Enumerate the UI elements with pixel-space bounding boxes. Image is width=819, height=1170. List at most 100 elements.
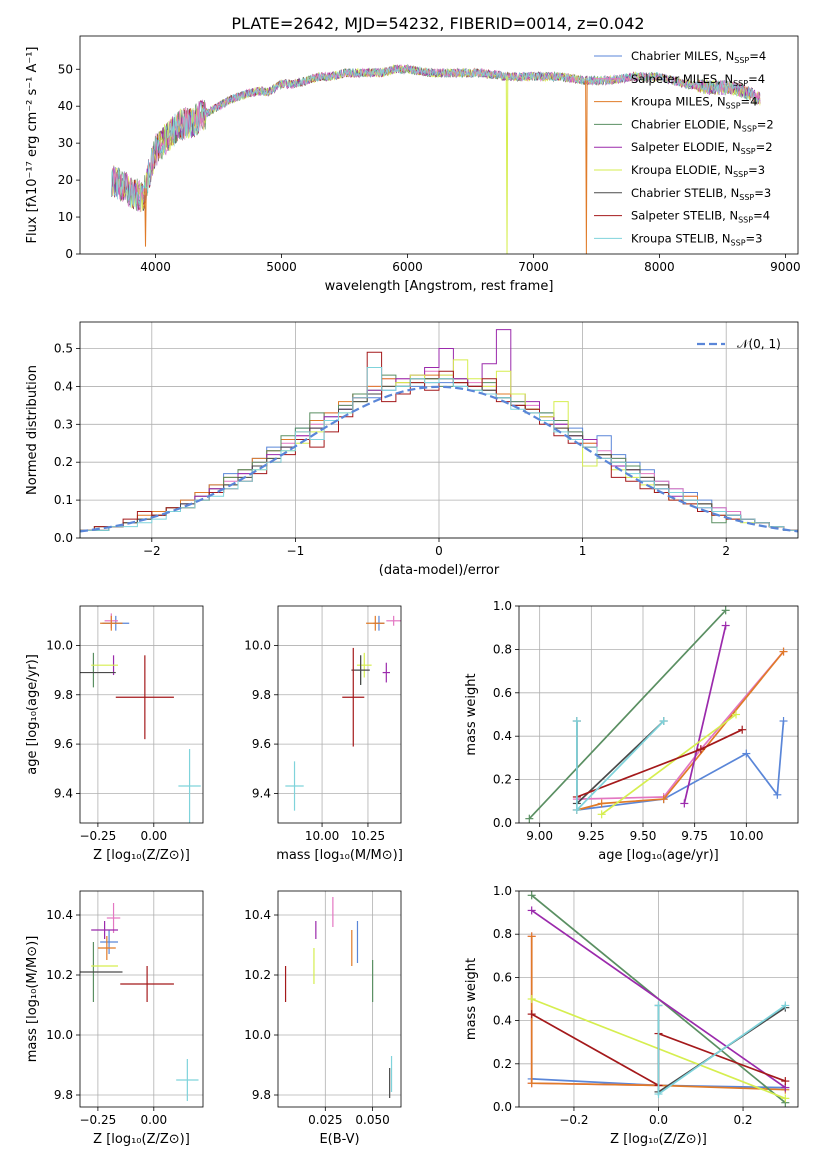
legend: 𝒩(0, 1)	[697, 337, 781, 351]
y-axis-label: Normed distribution	[25, 365, 40, 495]
y-tick-label: 9.6	[252, 737, 271, 751]
plus-marker	[659, 795, 668, 804]
plot-area	[111, 63, 761, 254]
mass-weight-line	[657, 1004, 786, 1096]
plus-marker	[597, 810, 606, 819]
y-tick-label: 0.2	[493, 773, 512, 787]
y-tick-label: 0.0	[493, 1100, 512, 1114]
x-tick-label: 8000	[644, 260, 675, 274]
plus-marker	[779, 717, 788, 726]
y-tick-label: 0	[65, 247, 73, 261]
y-tick-label: 10	[58, 210, 73, 224]
y-tick-label: 10.0	[46, 1028, 73, 1042]
plus-marker	[527, 995, 536, 1003]
axes-frame	[79, 605, 204, 824]
y-tick-label: 9.6	[54, 737, 73, 751]
x-tick-label: 7000	[518, 260, 549, 274]
plus-marker	[779, 647, 788, 656]
axes: −0.2 0.0 0.2 0.0 0.2 0.4 0.6 0.8 1.0 Z [log₁₀(Z/Z…	[464, 884, 799, 1147]
chart-layer: 4000 5000 6000 7000 8000 900001020304050wavel…	[25, 35, 801, 1147]
mass-weight-line	[576, 651, 785, 811]
y-tick-label: 20	[58, 173, 73, 187]
panel-mass-weight-vs-age: 9.00 9.25 9.50 9.75 10.00 0.0 0.2 0.4 0.6 0.8 1.0 a…	[464, 599, 799, 863]
plus-marker	[654, 1001, 663, 1010]
y-tick-label: 0.6	[493, 686, 512, 700]
x-axis-label: wavelength [Angstrom, rest frame]	[325, 279, 554, 294]
plot-area	[525, 606, 788, 823]
mass-weight-line	[576, 651, 785, 800]
legend-label: Chabrier STELIB, NSSP=3	[631, 186, 771, 202]
x-tick-label: 9000	[770, 260, 801, 274]
x-axis-label: age [log₁₀(age/yr)]	[598, 848, 719, 863]
mass-weight-line	[576, 728, 743, 798]
x-tick-label: −0.2	[559, 1113, 588, 1127]
x-tick-label: 1	[579, 544, 587, 558]
y-tick-label: 0.1	[54, 493, 73, 507]
y-tick-label: 0.2	[493, 1057, 512, 1071]
y-tick-label: 10.2	[46, 968, 73, 982]
error-bar-point	[91, 921, 119, 939]
plus-marker	[696, 745, 705, 754]
plus-marker	[732, 710, 740, 719]
x-tick-label: 5000	[266, 260, 297, 274]
y-tick-label: 0.4	[493, 729, 512, 743]
y-tick-label: 10.2	[244, 968, 271, 982]
x-tick-label: 10.00	[729, 829, 763, 843]
axes-frame	[79, 35, 799, 255]
plus-marker	[572, 805, 581, 814]
x-tick-label: 9.25	[578, 829, 605, 843]
y-tick-label: 9.8	[252, 688, 271, 702]
plot-area	[80, 903, 199, 1101]
legend-label: Chabrier ELODIE, NSSP=2	[631, 117, 774, 133]
axes: 10.00 10.25 9.4 9.6 9.8 10.0 mass [log₁₀(M/M⊙)…	[244, 605, 403, 863]
x-tick-label: −1	[287, 544, 305, 558]
axes: −0.25 0.00 9.8 10.0 10.2 10.4 Z [log₁₀(Z/Z⊙)] m…	[25, 890, 204, 1147]
axes: 0.025 0.050 9.8 10.0 10.2 10.4 E(B-V)	[244, 890, 402, 1147]
error-bar-point	[285, 761, 304, 811]
legend-label: Salpeter STELIB, NSSP=4	[631, 209, 770, 225]
plus-marker	[527, 906, 536, 915]
y-tick-label: 9.4	[54, 786, 73, 800]
y-tick-label: 0.8	[493, 927, 512, 941]
histogram-step	[80, 367, 798, 538]
plus-marker	[781, 1077, 790, 1086]
plus-marker	[527, 1079, 536, 1088]
legend-label: Kroupa STELIB, NSSP=3	[631, 231, 762, 247]
plus-marker	[773, 790, 782, 799]
error-bar-point	[382, 662, 390, 683]
error-bar-point	[176, 1059, 199, 1101]
error-bar-point	[356, 652, 372, 678]
y-tick-label: 9.8	[54, 1088, 73, 1102]
panel-mass-weight-vs-metallicity: −0.2 0.0 0.2 0.0 0.2 0.4 0.6 0.8 1.0 Z [log₁₀(Z/Z…	[464, 884, 799, 1147]
x-axis-label: (data-model)/error	[379, 563, 500, 578]
axes: 9.00 9.25 9.50 9.75 10.00 0.0 0.2 0.4 0.6 0.8 1.0 a…	[464, 599, 799, 863]
plus-marker	[527, 891, 536, 900]
gaussian-curve	[80, 385, 798, 533]
x-tick-label: 0.0	[649, 1113, 668, 1127]
x-axis-label: Z [log₁₀(Z/Z⊙)]	[93, 848, 190, 863]
plot-area	[80, 329, 798, 538]
plus-marker	[527, 1010, 536, 1019]
error-bar-point	[120, 966, 174, 1002]
y-tick-label: 0.0	[54, 531, 73, 545]
y-tick-label: 1.0	[493, 599, 512, 613]
y-tick-label: 10.4	[244, 908, 271, 922]
y-tick-label: 0.4	[493, 1014, 512, 1028]
plus-marker	[525, 814, 534, 823]
x-tick-label: −2	[143, 544, 161, 558]
y-tick-label: 0.5	[54, 342, 73, 356]
spectrum-line	[111, 63, 761, 208]
mass-weight-line	[683, 625, 727, 804]
spectrum-spike	[505, 76, 509, 254]
x-tick-label: −0.25	[80, 829, 117, 843]
x-tick-label: 0.00	[140, 829, 167, 843]
y-tick-label: 10.0	[46, 638, 73, 652]
axes-frame	[518, 605, 799, 824]
y-axis-label: mass weight	[464, 958, 479, 1040]
error-bar-point	[115, 655, 174, 740]
x-tick-label: −0.25	[80, 1113, 117, 1127]
x-tick-label: 6000	[392, 260, 423, 274]
x-tick-label: 0	[435, 544, 443, 558]
plus-marker	[654, 1090, 663, 1099]
plus-marker	[572, 717, 581, 726]
